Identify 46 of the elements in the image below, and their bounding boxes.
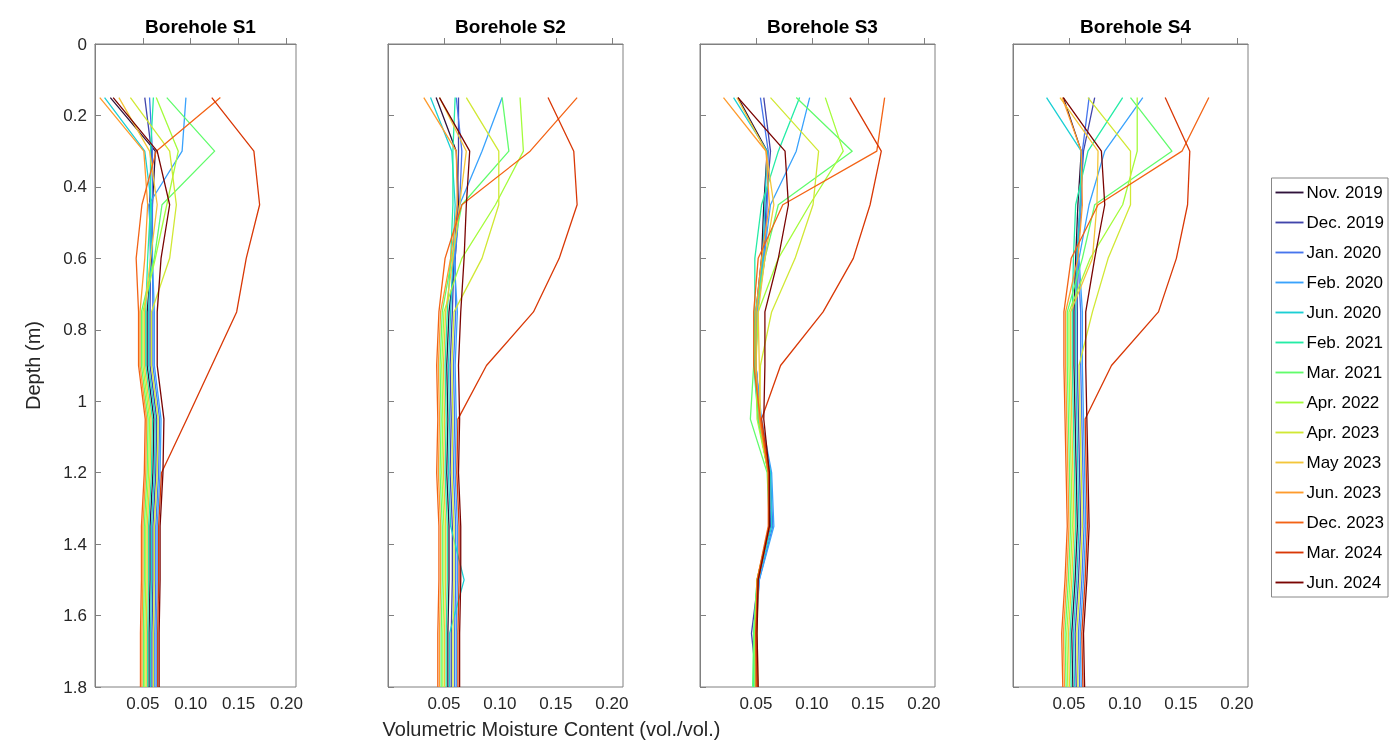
legend-label: Mar. 2021 xyxy=(1306,363,1383,382)
y-tick-label: 0.4 xyxy=(63,177,87,197)
y-tick-label: 0.6 xyxy=(63,248,87,268)
legend-label: Apr. 2023 xyxy=(1306,423,1380,442)
chart-title: Borehole S4 xyxy=(1080,16,1192,37)
legend-label: May 2023 xyxy=(1306,453,1382,472)
x-tick-label: 0.20 xyxy=(907,694,941,713)
y-tick-label: 0.8 xyxy=(63,320,87,340)
legend-label: Mar. 2024 xyxy=(1306,543,1383,562)
legend-label: Jun. 2020 xyxy=(1306,303,1382,322)
x-tick-label: 0.10 xyxy=(795,694,829,713)
x-tick-label: 0.05 xyxy=(1052,694,1086,713)
chart-title: Borehole S3 xyxy=(767,16,878,37)
chart-title: Borehole S1 xyxy=(145,16,257,37)
x-tick-label: 0.05 xyxy=(739,694,773,713)
y-tick-label: 0.2 xyxy=(63,105,87,125)
y-axis-title: Depth (m) xyxy=(22,321,44,410)
x-tick-label: 0.10 xyxy=(1108,694,1142,713)
x-tick-label: 0.05 xyxy=(126,694,160,713)
legend-label: Jun. 2023 xyxy=(1306,483,1382,502)
x-tick-label: 0.15 xyxy=(539,694,573,713)
y-tick-label: 1.6 xyxy=(63,606,87,626)
x-tick-label: 0.10 xyxy=(483,694,517,713)
y-tick-label: 1.8 xyxy=(63,677,87,697)
x-tick-label: 0.20 xyxy=(595,694,629,713)
x-tick-label: 0.20 xyxy=(1220,694,1254,713)
x-tick-label: 0.15 xyxy=(222,694,256,713)
y-tick-label: 1 xyxy=(77,391,87,411)
legend-label: Jan. 2020 xyxy=(1306,243,1382,262)
legend-label: Apr. 2022 xyxy=(1306,393,1380,412)
legend-label: Feb. 2020 xyxy=(1306,273,1384,292)
y-tick-label: 1.4 xyxy=(63,534,87,554)
y-tick-label: 1.2 xyxy=(63,463,87,483)
y-tick-label: 0 xyxy=(77,34,87,54)
legend-label: Dec. 2019 xyxy=(1306,213,1384,232)
legend-label: Dec. 2023 xyxy=(1306,513,1384,532)
legend-label: Nov. 2019 xyxy=(1306,183,1383,202)
x-axis-title: Volumetric Moisture Content (vol./vol.) xyxy=(382,718,721,740)
x-tick-label: 0.05 xyxy=(427,694,461,713)
x-tick-label: 0.15 xyxy=(1164,694,1198,713)
chart-title: Borehole S2 xyxy=(455,16,566,37)
x-tick-label: 0.20 xyxy=(269,694,303,713)
legend-label: Jun. 2024 xyxy=(1306,573,1382,592)
x-tick-label: 0.10 xyxy=(174,694,208,713)
x-tick-label: 0.15 xyxy=(851,694,885,713)
legend-label: Feb. 2021 xyxy=(1306,333,1384,352)
